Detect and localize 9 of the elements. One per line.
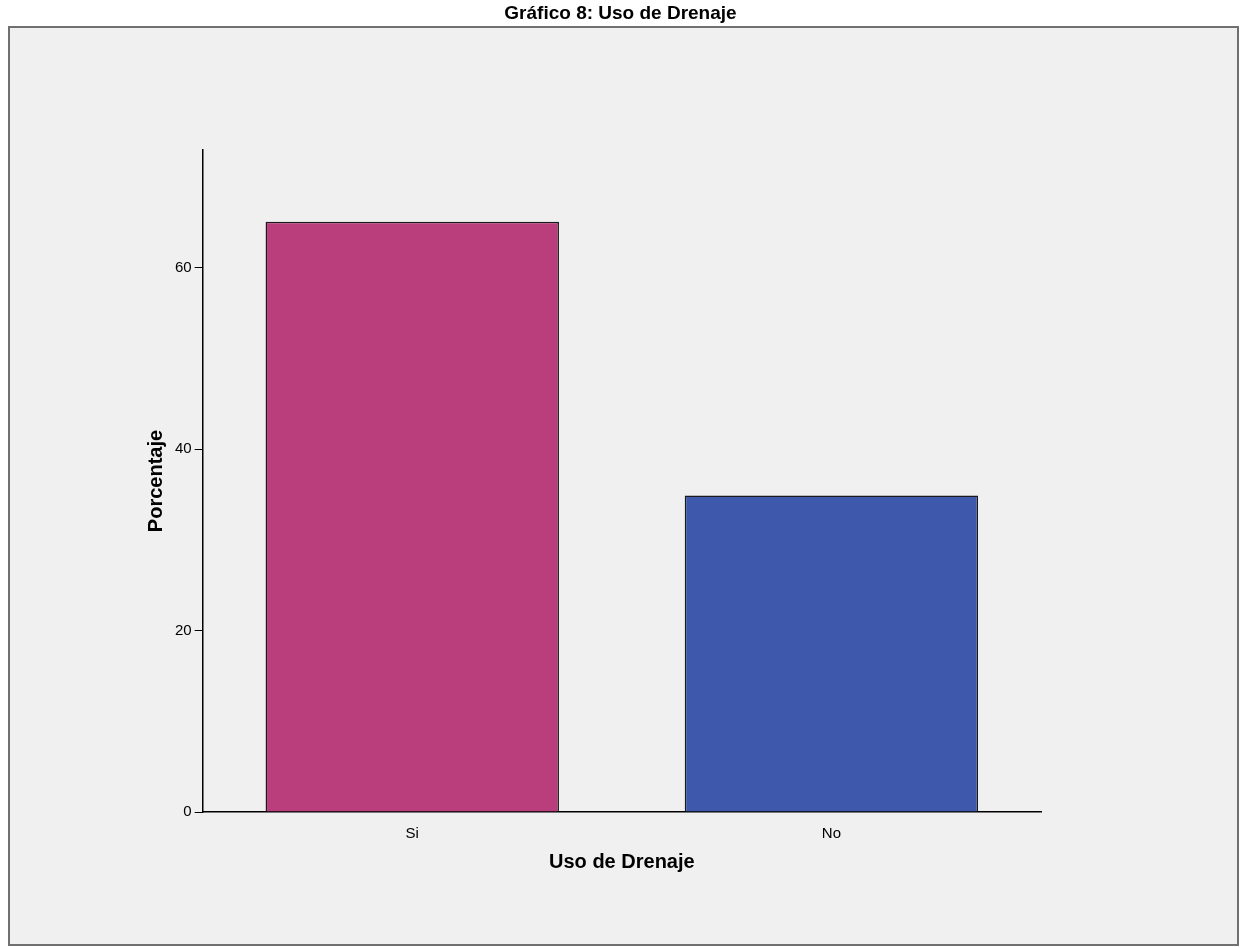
x-tick-label: Si	[405, 824, 419, 842]
y-tick-label: 0	[183, 802, 192, 820]
x-tick-label: No	[821, 824, 842, 842]
y-tick-label: 60	[175, 258, 192, 276]
y-tick-label: 20	[175, 620, 192, 638]
y-axis-title: Porcentaje	[143, 429, 166, 533]
y-tick-label: 40	[175, 439, 192, 457]
chart-title: Gráfico 8: Uso de Drenaje	[503, 2, 738, 24]
x-axis-title: Uso de Drenaje	[549, 849, 695, 872]
